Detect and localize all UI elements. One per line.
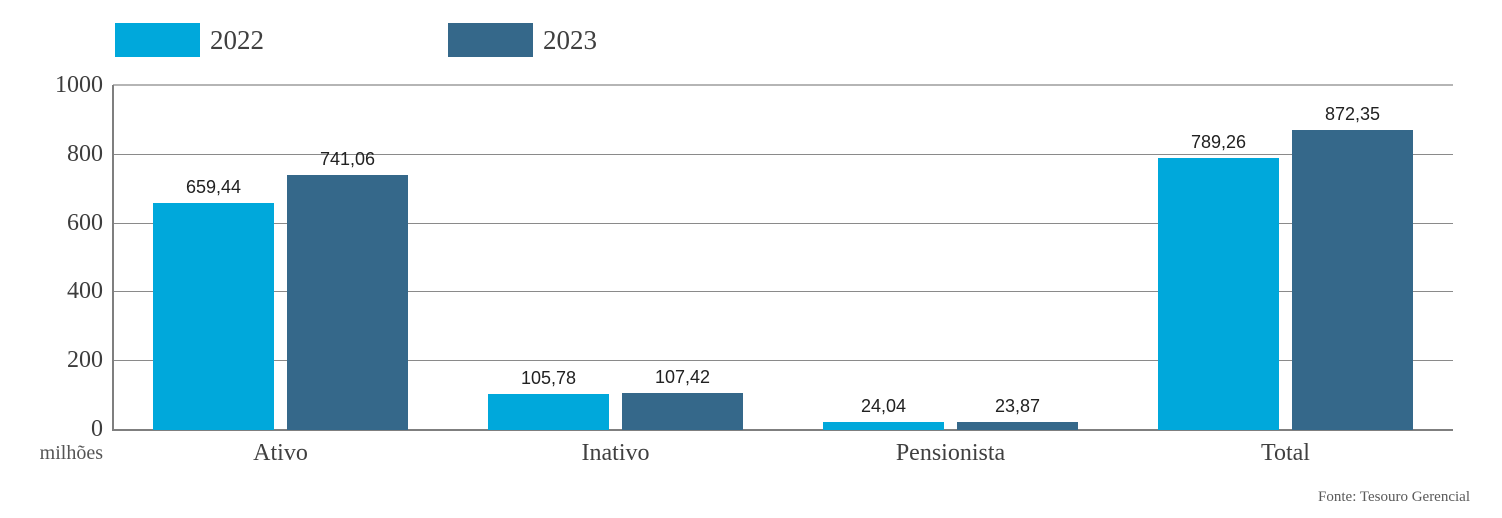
bar-2022-ativo [153, 203, 274, 430]
source-note: Fonte: Tesouro Gerencial [1318, 489, 1470, 505]
legend-swatch-2023 [448, 23, 533, 57]
y-axis-tick-400: 400 [67, 278, 103, 305]
bar-value-2023-pensionista: 23,87 [994, 396, 1041, 416]
bar-2022-total [1158, 158, 1279, 430]
y-axis-tick-0: 0 [91, 416, 103, 442]
x-axis-category-inativo: Inativo [581, 440, 650, 466]
x-axis-category-total: Total [1261, 440, 1310, 466]
gridline-200 [113, 360, 1453, 362]
bar-2023-inativo [622, 393, 743, 430]
y-axis-tick-1000: 1000 [55, 72, 103, 98]
y-axis-line [112, 85, 114, 431]
gridline-800 [113, 153, 1453, 155]
legend-label-2022: 2022 [210, 25, 264, 55]
legend-swatch-2022 [115, 23, 200, 57]
y-axis-unit-label: milhões [39, 442, 103, 464]
gridline-600 [113, 222, 1453, 224]
bar-value-2023-ativo: 741,06 [319, 149, 376, 169]
bar-2022-inativo [488, 394, 609, 430]
bar-value-2022-pensionista: 24,04 [860, 396, 907, 416]
x-axis-category-ativo: Ativo [253, 440, 308, 466]
gridline-1000 [113, 84, 1453, 86]
bar-2023-pensionista [957, 422, 1078, 430]
legend-label-2023: 2023 [543, 25, 597, 55]
bar-2022-pensionista [823, 422, 944, 430]
y-axis-tick-800: 800 [67, 140, 103, 167]
y-axis-tick-600: 600 [67, 209, 103, 236]
x-axis-category-pensionista: Pensionista [895, 440, 1006, 466]
y-axis-tick-200: 200 [67, 347, 103, 374]
bar-value-2022-ativo: 659,44 [185, 177, 242, 197]
bar-value-2023-total: 872,35 [1324, 104, 1381, 124]
gridline-400 [113, 291, 1453, 293]
bar-2023-total [1292, 130, 1413, 430]
bar-value-2023-inativo: 107,42 [654, 367, 711, 387]
bar-value-2022-total: 789,26 [1190, 132, 1247, 152]
bar-value-2022-inativo: 105,78 [520, 368, 577, 388]
bar-2023-ativo [287, 175, 408, 430]
x-axis-line [113, 429, 1453, 431]
